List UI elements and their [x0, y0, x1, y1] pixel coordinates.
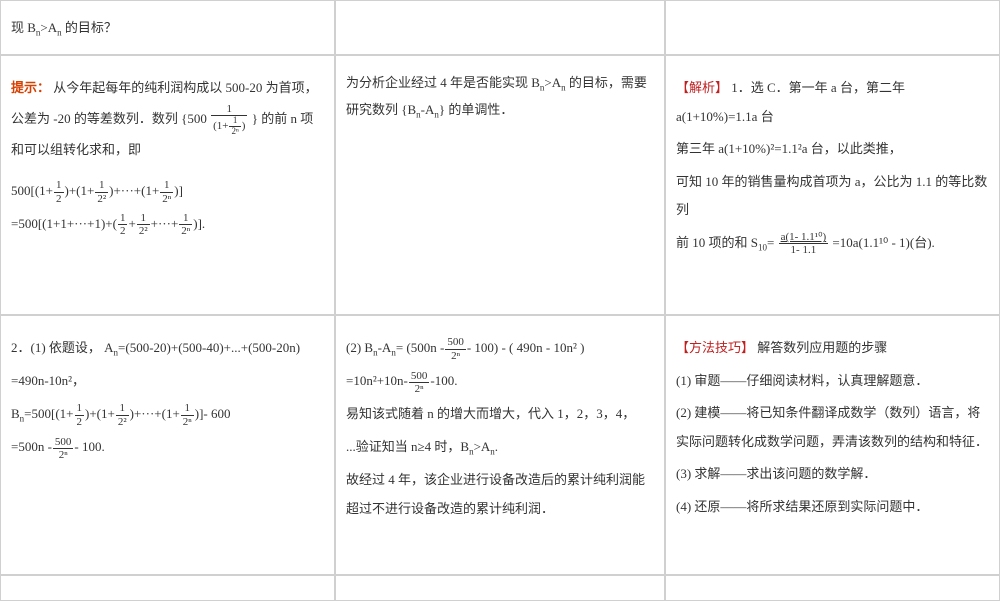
cell-r2c1: (2) Bn-An= (500n -5002ⁿ- 100) - ( 490n -… [335, 315, 665, 575]
cell-r3c1 [335, 575, 665, 601]
cell-r1c0: 提示： 从今年起每年的纯利润构成以 500-20 为首项，公差为 -20 的等差… [0, 55, 335, 315]
fraction: 1(1+12ⁿ) [211, 103, 247, 137]
text: 解答数列应用题的步骤 [757, 340, 887, 355]
text: >A [40, 20, 57, 35]
analysis-label: 【解析】 [676, 80, 728, 95]
cell-r0c1 [335, 0, 665, 55]
text: 2．(1) 依题设， A [11, 340, 114, 355]
cell-r2c0: 2．(1) 依题设， An=(500-20)+(500-40)+...+(500… [0, 315, 335, 575]
text: =490n-10n²， [11, 367, 324, 396]
text: B [11, 406, 20, 421]
eq: 500[(1+ [11, 183, 53, 198]
text: (2) B [346, 340, 373, 355]
text: 易知该式随着 n 的增大而增大，代入 1，2，3，4， [346, 400, 654, 429]
cell-r3c0 [0, 575, 335, 601]
text: 现 B [11, 20, 36, 35]
text: ...验证知当 n≥4 时，B [346, 439, 469, 454]
step: (3) 求解——求出该问题的数学解． [676, 460, 989, 489]
text: =10n²+10n- [346, 373, 408, 388]
text: 故经过 4 年，该企业进行设备改造后的累计纯利润能超过不进行设备改造的累计纯利润… [346, 466, 654, 523]
method-label: 【方法技巧】 [676, 340, 754, 355]
cell-r0c2 [665, 0, 1000, 55]
eq: =500[(1+1+···+1)+( [11, 216, 117, 231]
cell-r2c2: 【方法技巧】 解答数列应用题的步骤 (1) 审题——仔细阅读材料，认真理解题意．… [665, 315, 1000, 575]
text: 的目标？ [62, 20, 117, 35]
text: =500n - [11, 439, 52, 454]
text: 可知 10 年的销售量构成首项为 a，公比为 1.1 的等比数列 [676, 168, 989, 225]
cell-r1c2: 【解析】 1．选 C．第一年 a 台，第二年 a(1+10%)=1.1a 台 第… [665, 55, 1000, 315]
text: 前 10 项的和 S [676, 235, 758, 250]
step: (2) 建模——将已知条件翻译成数学（数列）语言，将实际问题转化成数学问题，弄清… [676, 399, 989, 456]
text: 第三年 a(1+10%)²=1.1²a 台，以此类推， [676, 135, 989, 164]
text: 为分析企业经过 4 年是否能实现 B [346, 75, 540, 90]
cell-r1c1: 为分析企业经过 4 年是否能实现 Bn>An 的目标，需要研究数列 {Bn-An… [335, 55, 665, 315]
cell-r0c0: 现 Bn>An 的目标？ [0, 0, 335, 55]
step: (1) 审题——仔细阅读材料，认真理解题意． [676, 367, 989, 396]
text: =10a(1.1¹⁰ - 1)(台). [832, 235, 934, 250]
cell-r3c2 [665, 575, 1000, 601]
fraction: a(1- 1.1¹⁰)1- 1.1 [779, 231, 829, 256]
hint-label: 提示： [11, 80, 50, 95]
step: (4) 还原——将所求结果还原到实际问题中． [676, 493, 989, 522]
